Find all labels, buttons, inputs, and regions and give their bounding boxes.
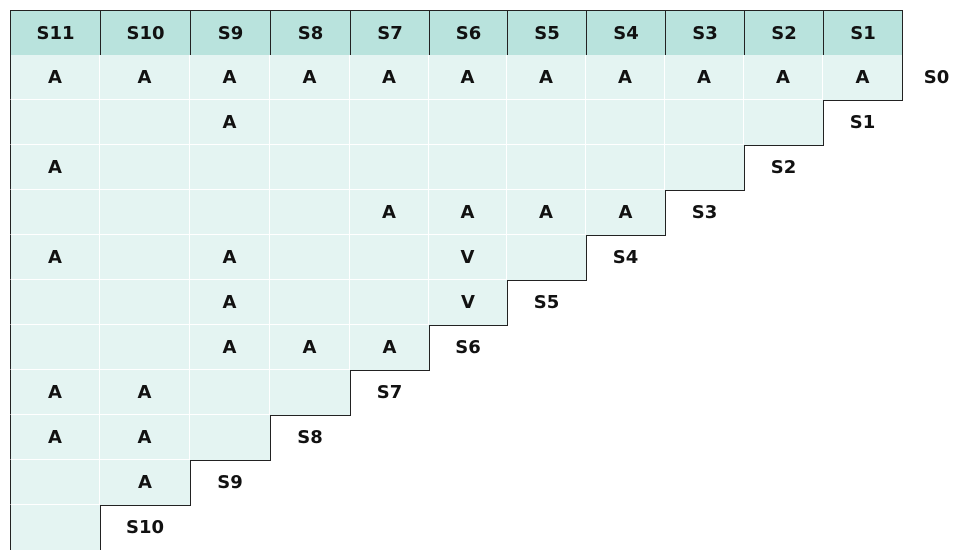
row-label: S9 xyxy=(217,472,243,493)
table-cell: A xyxy=(744,55,823,100)
column-header: S10 xyxy=(100,10,191,56)
table-cell: A xyxy=(190,55,270,100)
table-cell xyxy=(190,190,270,235)
row-label: S7 xyxy=(376,382,403,403)
table-cell xyxy=(10,280,100,325)
table-cell: A xyxy=(10,235,100,280)
table-cell: A xyxy=(586,55,665,100)
table-cell: V xyxy=(429,280,508,326)
table-cell xyxy=(507,235,587,281)
column-header: S11 xyxy=(10,10,101,56)
table-cell xyxy=(100,235,190,280)
table-cell xyxy=(190,370,270,415)
row-label: S5 xyxy=(533,292,560,313)
column-header: S6 xyxy=(429,10,508,56)
table-cell xyxy=(270,190,350,235)
table-cell: A xyxy=(665,55,744,100)
table-cell xyxy=(350,235,429,280)
table-cell: A xyxy=(10,145,100,190)
table-cell xyxy=(350,145,429,190)
table-cell xyxy=(10,505,101,550)
table-cell: A xyxy=(100,370,190,415)
column-header: S5 xyxy=(507,10,587,56)
table-cell xyxy=(100,190,190,235)
table-cell: A xyxy=(100,460,191,506)
table-cell xyxy=(10,100,100,145)
table-cell: A xyxy=(350,55,429,100)
table-cell xyxy=(270,235,350,280)
table-cell: A xyxy=(100,55,190,100)
column-header: S9 xyxy=(190,10,271,56)
table-cell xyxy=(100,325,190,370)
table-cell xyxy=(586,100,665,145)
row-label: S6 xyxy=(455,337,481,358)
table-cell xyxy=(10,325,100,370)
table-cell xyxy=(270,280,350,325)
column-header: S8 xyxy=(270,10,351,56)
row-label: S3 xyxy=(691,202,718,223)
table-cell: A xyxy=(190,235,270,280)
table-cell: A xyxy=(823,55,903,101)
table-cell xyxy=(350,280,429,325)
table-cell: A xyxy=(507,55,586,100)
row-label: S0 xyxy=(923,67,950,88)
table-cell: A xyxy=(507,190,586,235)
table-cell: A xyxy=(190,325,270,370)
row-label: S4 xyxy=(612,247,639,268)
table-cell xyxy=(270,370,351,416)
table-cell: V xyxy=(429,235,507,280)
table-cell: A xyxy=(586,190,666,236)
table-cell: A xyxy=(190,280,270,325)
table-cell: A xyxy=(10,55,100,100)
table-cell xyxy=(100,100,190,145)
table-cell: A xyxy=(10,415,100,460)
table-cell xyxy=(190,415,271,461)
table-cell: A xyxy=(100,415,190,460)
table-cell xyxy=(10,190,100,235)
table-cell xyxy=(10,460,100,505)
table-cell xyxy=(270,145,350,190)
table-cell xyxy=(665,100,744,145)
column-header: S1 xyxy=(823,10,903,56)
table-cell xyxy=(100,145,190,190)
table-cell xyxy=(665,145,745,191)
table-cell xyxy=(586,145,665,190)
table-cell xyxy=(190,145,270,190)
row-label: S10 xyxy=(125,517,164,538)
table-cell: A xyxy=(10,370,100,415)
column-header: S4 xyxy=(586,10,666,56)
row-label: S1 xyxy=(849,112,876,133)
column-header: S2 xyxy=(744,10,824,56)
table-cell xyxy=(429,100,507,145)
table-cell xyxy=(507,145,586,190)
row-label: S2 xyxy=(770,157,797,178)
table-cell: A xyxy=(429,190,507,235)
table-cell: A xyxy=(190,100,270,145)
table-cell xyxy=(507,100,586,145)
table-cell xyxy=(270,100,350,145)
row-label: S8 xyxy=(297,427,323,448)
column-header: S7 xyxy=(350,10,430,56)
table-cell xyxy=(350,100,429,145)
table-cell: A xyxy=(350,190,429,235)
table-cell: A xyxy=(270,325,350,370)
column-header: S3 xyxy=(665,10,745,56)
table-cell: A xyxy=(270,55,350,100)
table-cell: A xyxy=(350,325,430,371)
table-cell xyxy=(100,280,190,325)
table-cell xyxy=(429,145,507,190)
table-cell: A xyxy=(429,55,507,100)
table-cell xyxy=(744,100,824,146)
